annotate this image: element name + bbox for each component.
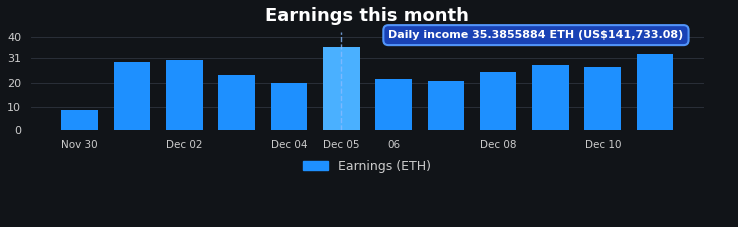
Text: Daily income 35.3855884 ETH (US$141,733.08): Daily income 35.3855884 ETH (US$141,733.… bbox=[388, 30, 683, 40]
Bar bbox=[323, 47, 359, 130]
Bar bbox=[61, 110, 98, 130]
Legend: Earnings (ETH): Earnings (ETH) bbox=[298, 155, 436, 178]
Bar bbox=[584, 67, 621, 130]
Bar bbox=[427, 81, 464, 130]
Bar bbox=[166, 60, 203, 130]
Bar bbox=[375, 79, 412, 130]
Bar bbox=[637, 54, 673, 130]
Title: Earnings this month: Earnings this month bbox=[266, 7, 469, 25]
Bar bbox=[480, 72, 517, 130]
Bar bbox=[271, 84, 307, 130]
Bar bbox=[532, 65, 569, 130]
Bar bbox=[114, 62, 151, 130]
Bar bbox=[218, 75, 255, 130]
